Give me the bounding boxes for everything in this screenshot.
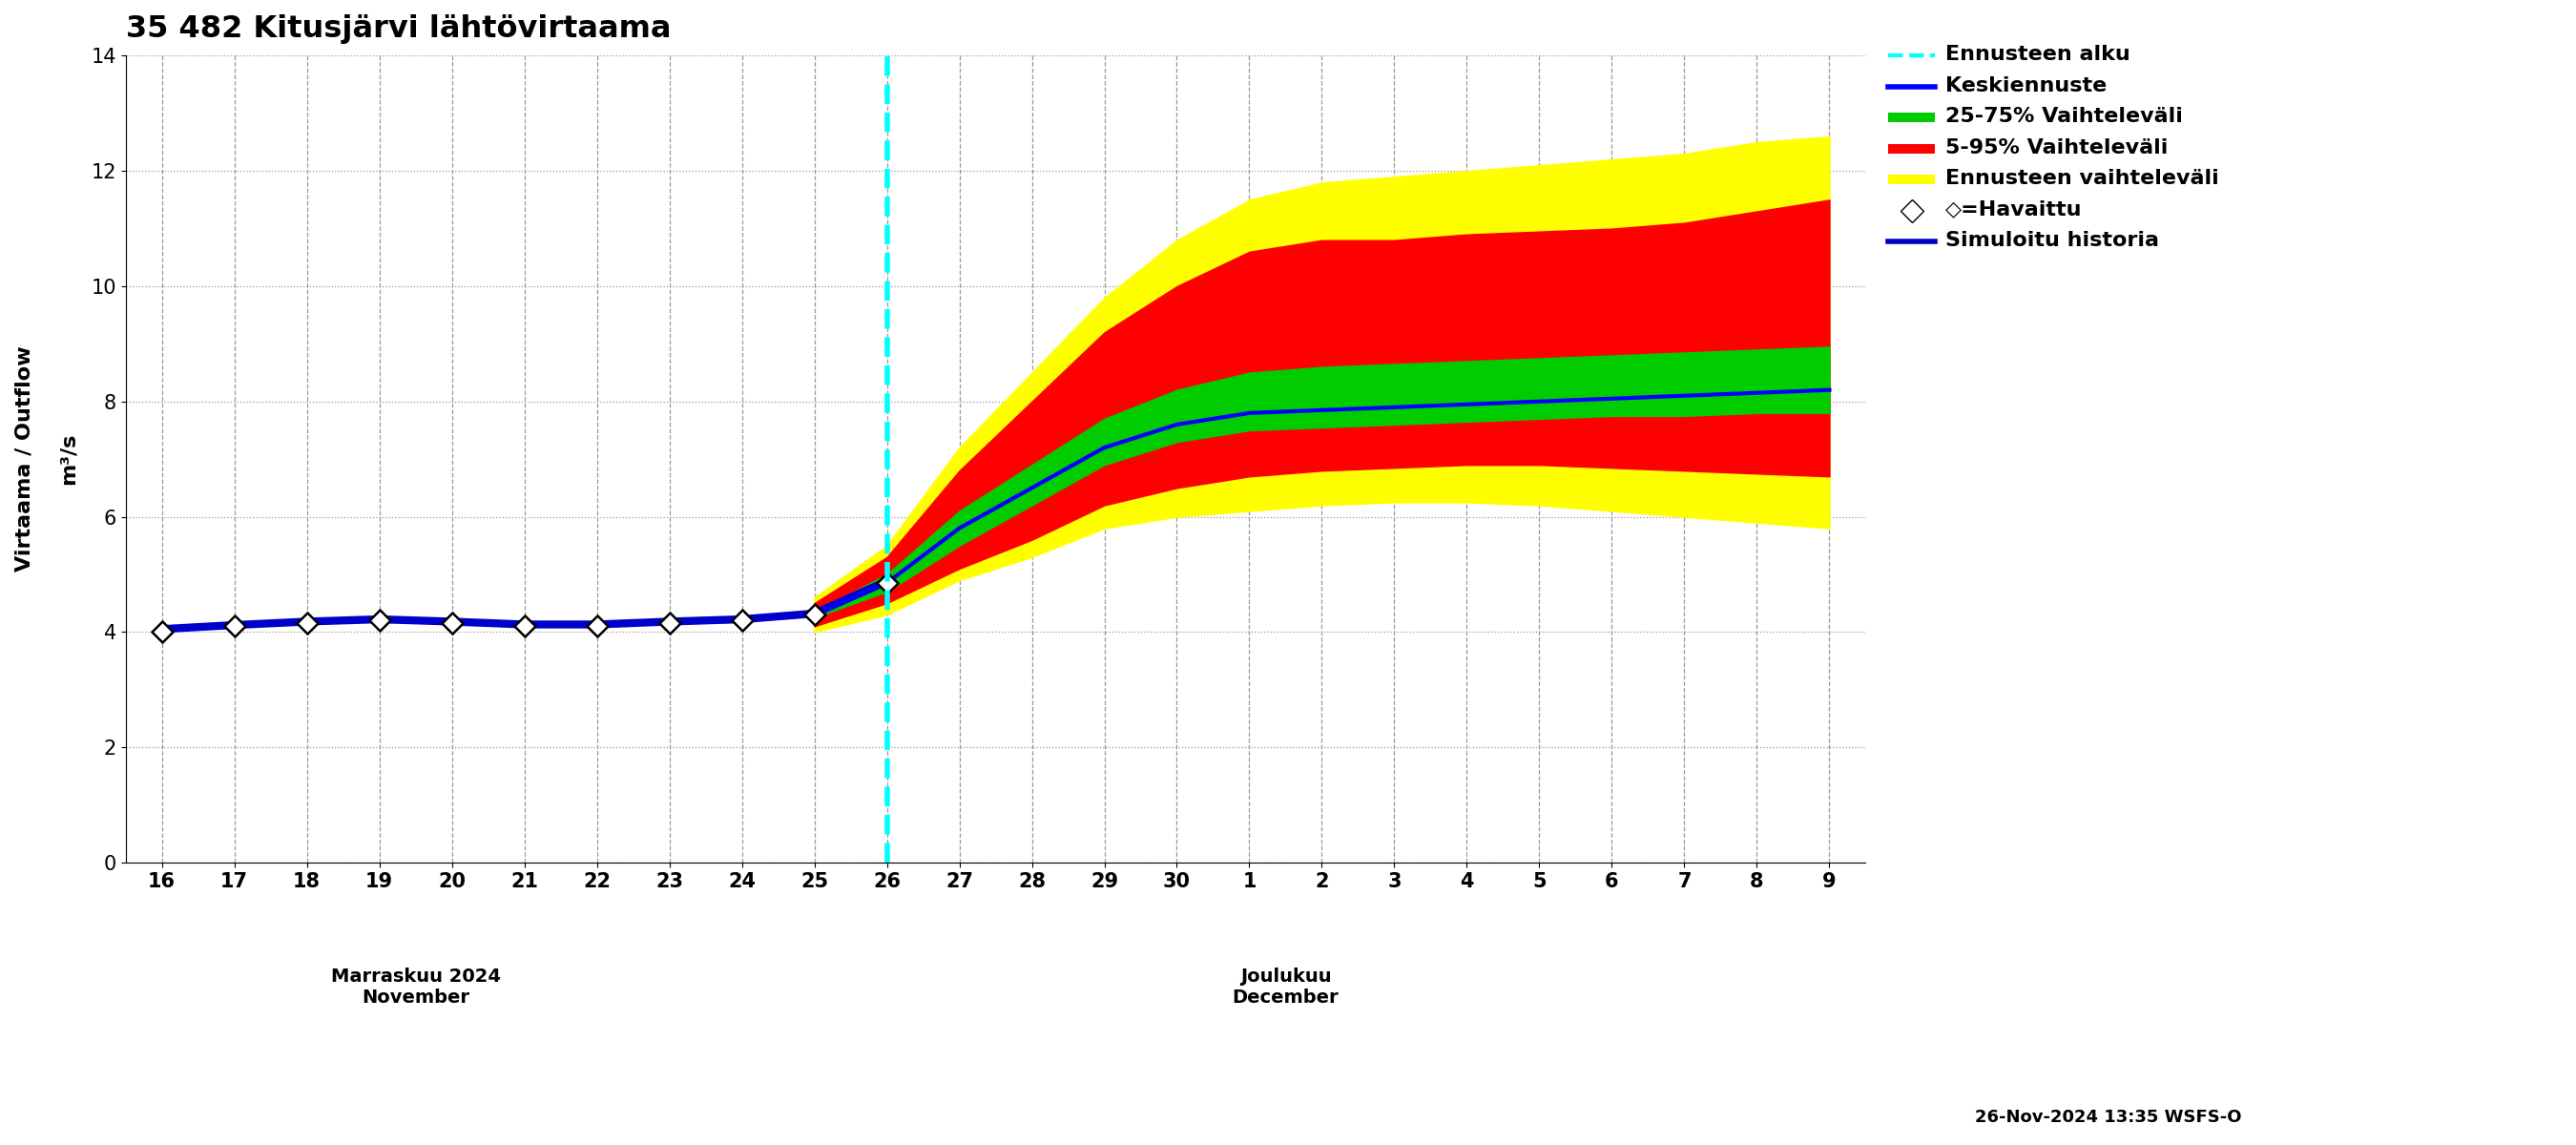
- Legend: Ennusteen alku, Keskiennuste, 25-75% Vaihteleväli, 5-95% Vaihteleväli, Ennusteen: Ennusteen alku, Keskiennuste, 25-75% Vai…: [1883, 40, 2223, 255]
- Text: 26-Nov-2024 13:35 WSFS-O: 26-Nov-2024 13:35 WSFS-O: [1973, 1108, 2241, 1126]
- Text: 35 482 Kitusjärvi lähtövirtaama: 35 482 Kitusjärvi lähtövirtaama: [126, 14, 670, 44]
- Text: Joulukuu
December: Joulukuu December: [1231, 968, 1340, 1006]
- Y-axis label: Virtaama / Outflow

m³/s: Virtaama / Outflow m³/s: [15, 346, 77, 572]
- Text: Marraskuu 2024
November: Marraskuu 2024 November: [330, 968, 500, 1006]
